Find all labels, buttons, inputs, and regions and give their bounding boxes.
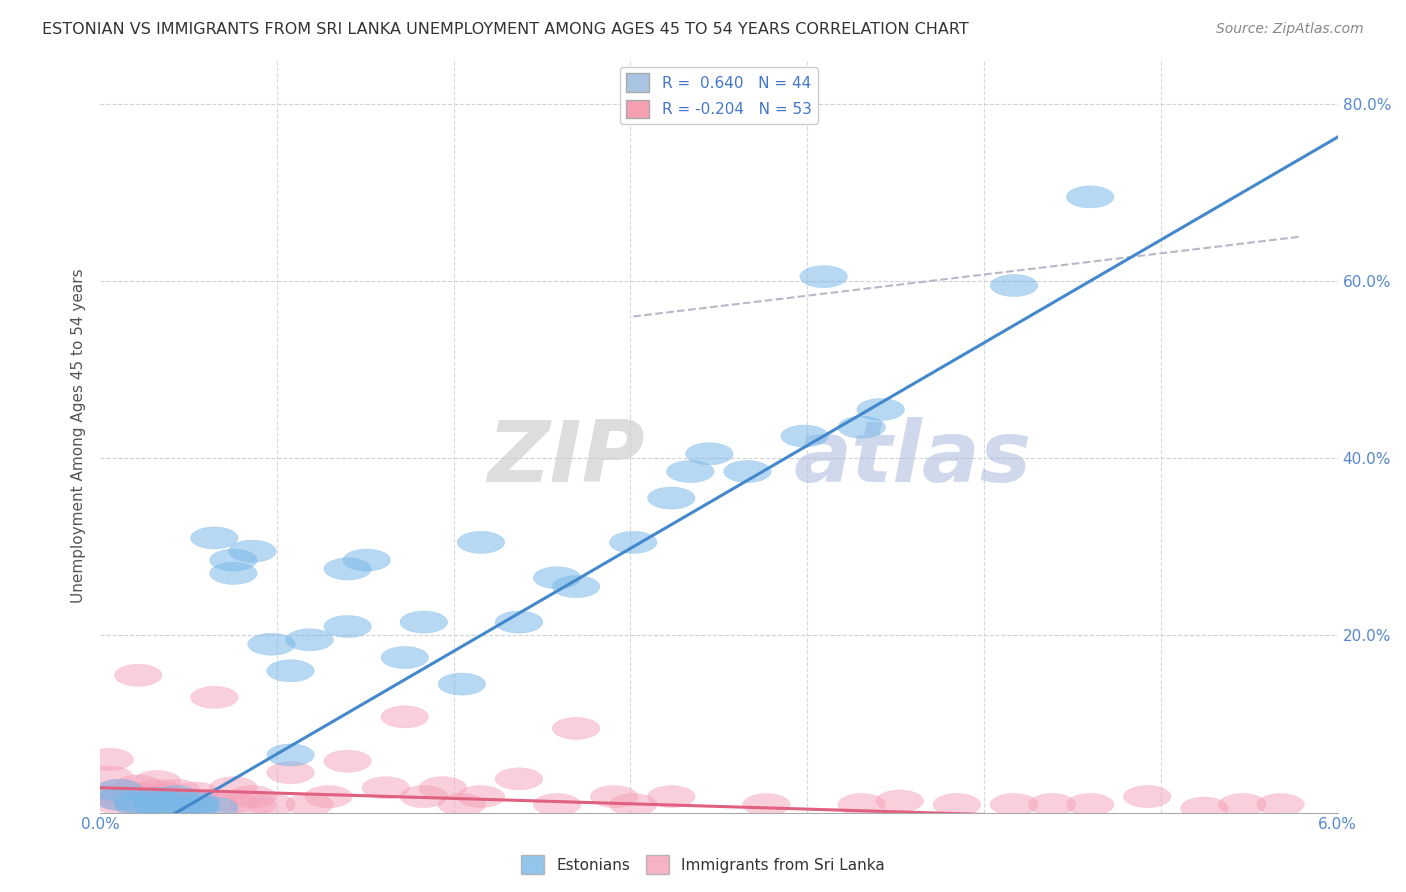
Text: ESTONIAN VS IMMIGRANTS FROM SRI LANKA UNEMPLOYMENT AMONG AGES 45 TO 54 YEARS COR: ESTONIAN VS IMMIGRANTS FROM SRI LANKA UN… [42,22,969,37]
Y-axis label: Unemployment Among Ages 45 to 54 years: Unemployment Among Ages 45 to 54 years [72,268,86,603]
Text: Source: ZipAtlas.com: Source: ZipAtlas.com [1216,22,1364,37]
Text: ZIP: ZIP [486,417,644,500]
Text: atlas: atlas [793,417,1031,500]
Legend: Estonians, Immigrants from Sri Lanka: Estonians, Immigrants from Sri Lanka [515,849,891,880]
Legend: R =  0.640   N = 44, R = -0.204   N = 53: R = 0.640 N = 44, R = -0.204 N = 53 [620,67,817,124]
